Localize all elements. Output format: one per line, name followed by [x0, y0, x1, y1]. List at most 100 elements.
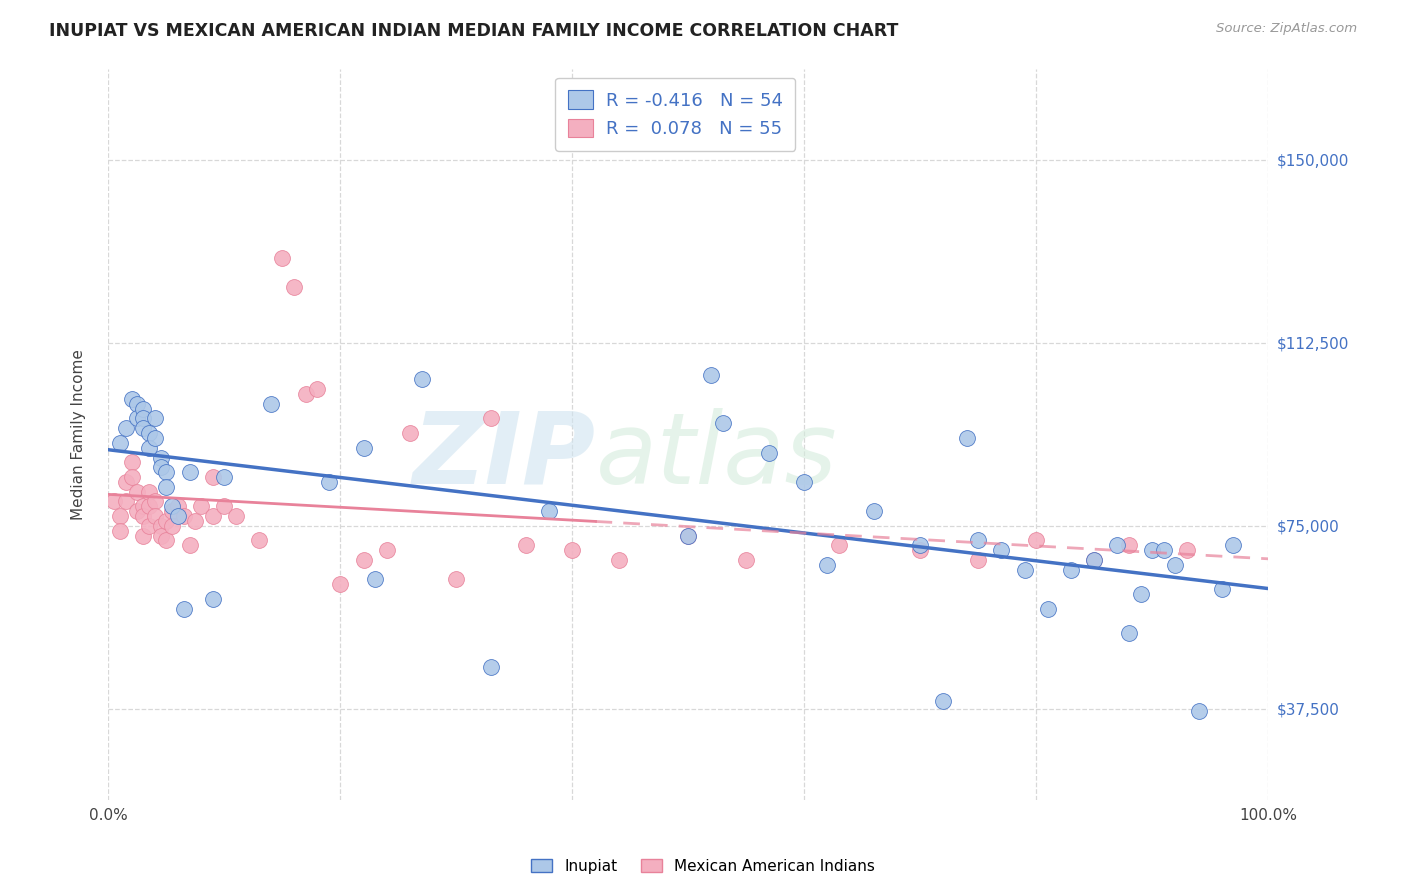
Point — [143, 411, 166, 425]
Point — [908, 543, 931, 558]
Point — [1118, 626, 1140, 640]
Point — [127, 411, 149, 425]
Point — [108, 524, 131, 538]
Point — [121, 392, 143, 406]
Point — [1014, 563, 1036, 577]
Point — [190, 500, 212, 514]
Point — [538, 504, 561, 518]
Point — [149, 460, 172, 475]
Point — [283, 280, 305, 294]
Point — [828, 538, 851, 552]
Point — [214, 470, 236, 484]
Point — [271, 251, 294, 265]
Point — [138, 518, 160, 533]
Point — [735, 553, 758, 567]
Point — [967, 553, 990, 567]
Point — [173, 509, 195, 524]
Point — [115, 421, 138, 435]
Point — [515, 538, 537, 552]
Point — [184, 514, 207, 528]
Point — [115, 475, 138, 489]
Point — [162, 500, 184, 514]
Point — [932, 694, 955, 708]
Point — [138, 484, 160, 499]
Point — [1025, 533, 1047, 548]
Point — [155, 514, 177, 528]
Point — [318, 475, 340, 489]
Point — [863, 504, 886, 518]
Point — [132, 509, 155, 524]
Point — [162, 504, 184, 518]
Point — [149, 518, 172, 533]
Point — [127, 397, 149, 411]
Point — [143, 431, 166, 445]
Point — [561, 543, 583, 558]
Point — [138, 500, 160, 514]
Point — [179, 538, 201, 552]
Point — [446, 573, 468, 587]
Point — [155, 533, 177, 548]
Point — [364, 573, 387, 587]
Point — [132, 411, 155, 425]
Legend: Inupiat, Mexican American Indians: Inupiat, Mexican American Indians — [524, 853, 882, 880]
Point — [1129, 587, 1152, 601]
Point — [1175, 543, 1198, 558]
Point — [1083, 553, 1105, 567]
Point — [127, 504, 149, 518]
Point — [149, 528, 172, 542]
Text: ZIP: ZIP — [412, 408, 596, 505]
Point — [353, 553, 375, 567]
Point — [607, 553, 630, 567]
Text: atlas: atlas — [596, 408, 837, 505]
Point — [179, 465, 201, 479]
Point — [132, 401, 155, 416]
Point — [375, 543, 398, 558]
Point — [115, 494, 138, 508]
Point — [353, 441, 375, 455]
Point — [1118, 538, 1140, 552]
Point — [1222, 538, 1244, 552]
Point — [201, 591, 224, 606]
Point — [247, 533, 270, 548]
Point — [1187, 704, 1209, 718]
Point — [399, 426, 422, 441]
Point — [167, 500, 190, 514]
Point — [307, 382, 329, 396]
Point — [329, 577, 352, 591]
Point — [201, 470, 224, 484]
Point — [1036, 601, 1059, 615]
Point — [294, 387, 316, 401]
Point — [678, 528, 700, 542]
Point — [967, 533, 990, 548]
Text: Source: ZipAtlas.com: Source: ZipAtlas.com — [1216, 22, 1357, 36]
Point — [155, 465, 177, 479]
Point — [138, 441, 160, 455]
Point — [955, 431, 977, 445]
Point — [173, 601, 195, 615]
Point — [678, 528, 700, 542]
Point — [225, 509, 247, 524]
Point — [127, 484, 149, 499]
Point — [155, 480, 177, 494]
Point — [1211, 582, 1233, 597]
Point — [138, 426, 160, 441]
Point — [149, 450, 172, 465]
Point — [817, 558, 839, 572]
Point — [411, 372, 433, 386]
Point — [132, 500, 155, 514]
Point — [793, 475, 815, 489]
Point — [143, 509, 166, 524]
Point — [700, 368, 723, 382]
Point — [479, 660, 502, 674]
Point — [162, 518, 184, 533]
Y-axis label: Median Family Income: Median Family Income — [72, 349, 86, 520]
Point — [711, 417, 734, 431]
Point — [121, 470, 143, 484]
Point — [132, 528, 155, 542]
Point — [121, 455, 143, 469]
Text: INUPIAT VS MEXICAN AMERICAN INDIAN MEDIAN FAMILY INCOME CORRELATION CHART: INUPIAT VS MEXICAN AMERICAN INDIAN MEDIA… — [49, 22, 898, 40]
Point — [103, 494, 125, 508]
Point — [1153, 543, 1175, 558]
Point — [1140, 543, 1163, 558]
Point — [990, 543, 1012, 558]
